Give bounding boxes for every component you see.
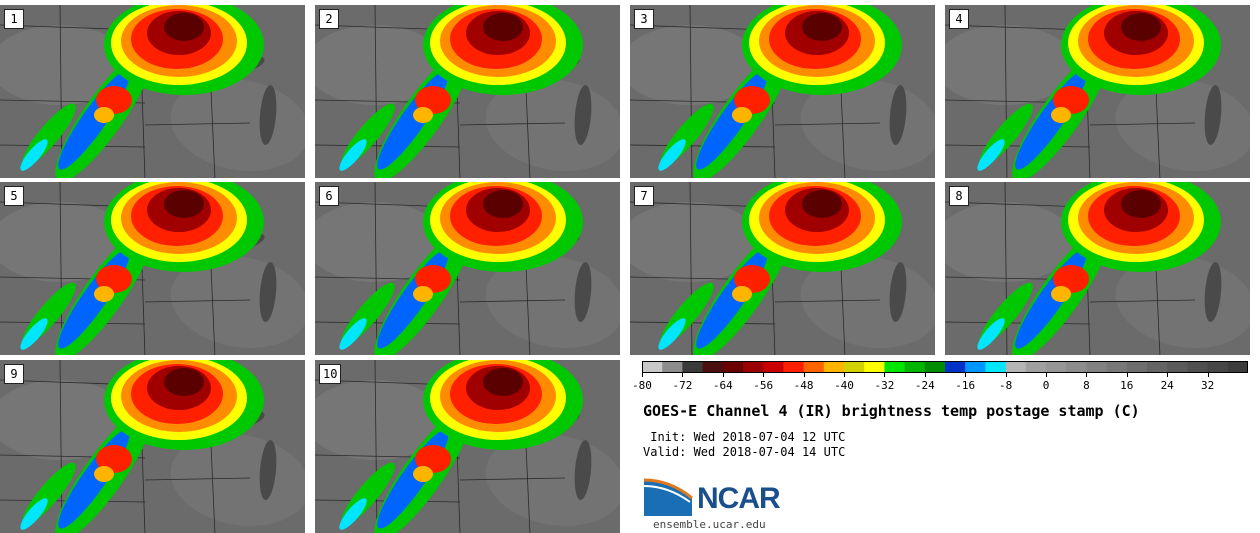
colorbar-segment [1066, 361, 1087, 373]
logo-name: NCAR [697, 482, 781, 515]
postage-stamp-panel: 3 [630, 5, 935, 178]
colorbar-segment [1086, 361, 1108, 373]
postage-stamp-panel: 7 [630, 182, 935, 355]
colorbar-segment [722, 361, 744, 373]
colorbar-segment [662, 361, 683, 373]
colorbar-tick-mark [924, 373, 926, 377]
colorbar-segment [682, 361, 704, 373]
postage-stamp-panel: 4 [945, 5, 1250, 178]
colorbar-segment [1207, 361, 1229, 373]
colorbar [642, 361, 1248, 373]
ir-satellite-map [315, 182, 620, 355]
ncar-logo-icon [643, 478, 693, 516]
ir-satellite-map [315, 5, 620, 178]
colorbar-segment [904, 361, 926, 373]
colorbar-segment [783, 361, 805, 373]
panel-number: 10 [319, 364, 342, 384]
colorbar-segment [985, 361, 1007, 373]
colorbar-tick-label: -40 [834, 379, 854, 392]
colorbar-tick-label: -56 [753, 379, 774, 392]
colorbar-tick-mark [682, 373, 684, 377]
postage-stamp-panel: 2 [315, 5, 620, 178]
panel-number: 3 [634, 9, 654, 29]
colorbar-segment [743, 361, 764, 373]
panel-number: 8 [949, 186, 969, 206]
colorbar-tick-mark [1046, 373, 1047, 377]
init-time: Init: Wed 2018-07-04 12 UTC [643, 430, 846, 444]
panel-number: 1 [4, 9, 24, 29]
colorbar-segment [1147, 361, 1168, 373]
colorbar-tick-mark [884, 373, 886, 377]
colorbar-tick-mark [844, 373, 845, 377]
colorbar-tick-label: -72 [672, 379, 693, 392]
colorbar-tick-mark [1005, 373, 1007, 377]
colorbar-segment [1005, 361, 1027, 373]
colorbar-segment [1126, 361, 1148, 373]
ir-satellite-map [0, 182, 305, 355]
colorbar-tick-label: 0 [1042, 379, 1050, 392]
colorbar-tick-mark [1126, 373, 1128, 377]
colorbar-tick-label: 32 [1200, 379, 1215, 392]
colorbar-tick-mark [1167, 373, 1169, 377]
figure-title: GOES-E Channel 4 (IR) brightness temp po… [643, 402, 1140, 420]
colorbar-segment [803, 361, 825, 373]
panel-number: 9 [4, 364, 24, 384]
colorbar-segment [1187, 361, 1209, 373]
colorbar-segment [642, 361, 663, 373]
colorbar-tick-label: -32 [874, 379, 895, 392]
postage-stamp-panel: 1 [0, 5, 305, 178]
colorbar-segment [1106, 361, 1128, 373]
postage-stamp-panel: 8 [945, 182, 1250, 355]
colorbar-tick-label: -80 [632, 379, 652, 392]
colorbar-tick-label: -8 [998, 379, 1013, 392]
colorbar-tick-label: -24 [914, 379, 935, 392]
colorbar-tick-mark [1207, 373, 1209, 377]
colorbar-tick-label: -16 [955, 379, 976, 392]
panel-number: 6 [319, 186, 339, 206]
panel-number: 2 [319, 9, 339, 29]
colorbar-segment [864, 361, 885, 373]
colorbar-tick-mark [642, 373, 643, 377]
postage-stamp-panel: 5 [0, 182, 305, 355]
ir-satellite-map [0, 5, 305, 178]
colorbar-segment [1046, 361, 1067, 373]
colorbar-segment [924, 361, 946, 373]
colorbar-tick-labels: -80 -72 -64 -56 -48 -40 -32 -24 -16 -8 0 8 16 24 32 [632, 373, 1248, 395]
ir-satellite-map [315, 360, 620, 533]
logo-url: ensemble.ucar.edu [653, 518, 766, 531]
colorbar-tick-label: -64 [712, 379, 733, 392]
colorbar-tick-mark [803, 373, 805, 377]
colorbar-segment [844, 361, 865, 373]
postage-stamp-panel: 9 [0, 360, 305, 533]
colorbar-tick-mark [1086, 373, 1088, 377]
colorbar-segment [1167, 361, 1188, 373]
panel-number: 4 [949, 9, 969, 29]
colorbar-segment [965, 361, 986, 373]
valid-time: Valid: Wed 2018-07-04 14 UTC [643, 445, 846, 459]
colorbar-tick-label: 16 [1120, 379, 1134, 392]
panel-number: 7 [634, 186, 654, 206]
colorbar-segment [884, 361, 906, 373]
ir-satellite-map [945, 5, 1250, 178]
postage-stamp-panel: 10 [315, 360, 620, 533]
ir-satellite-map [0, 360, 305, 533]
colorbar-tick-label: -48 [793, 379, 814, 392]
colorbar-tick-mark [965, 373, 967, 377]
postage-stamp-panel: 6 [315, 182, 620, 355]
colorbar-tick-label: 8 [1083, 379, 1090, 392]
colorbar-tick-label: 24 [1160, 379, 1174, 392]
ir-satellite-map [630, 182, 935, 355]
colorbar-tick-mark [763, 373, 765, 377]
colorbar-segment [945, 361, 966, 373]
panel-number: 5 [4, 186, 24, 206]
colorbar-segment [763, 361, 784, 373]
colorbar-segment [1025, 361, 1047, 373]
ir-satellite-map [630, 5, 935, 178]
colorbar-segment [702, 361, 724, 373]
colorbar-tick-mark [722, 373, 724, 377]
ncar-logo: NCAR [642, 476, 802, 520]
colorbar-segment [823, 361, 845, 373]
colorbar-segment [1227, 361, 1248, 373]
ir-satellite-map [945, 182, 1250, 355]
